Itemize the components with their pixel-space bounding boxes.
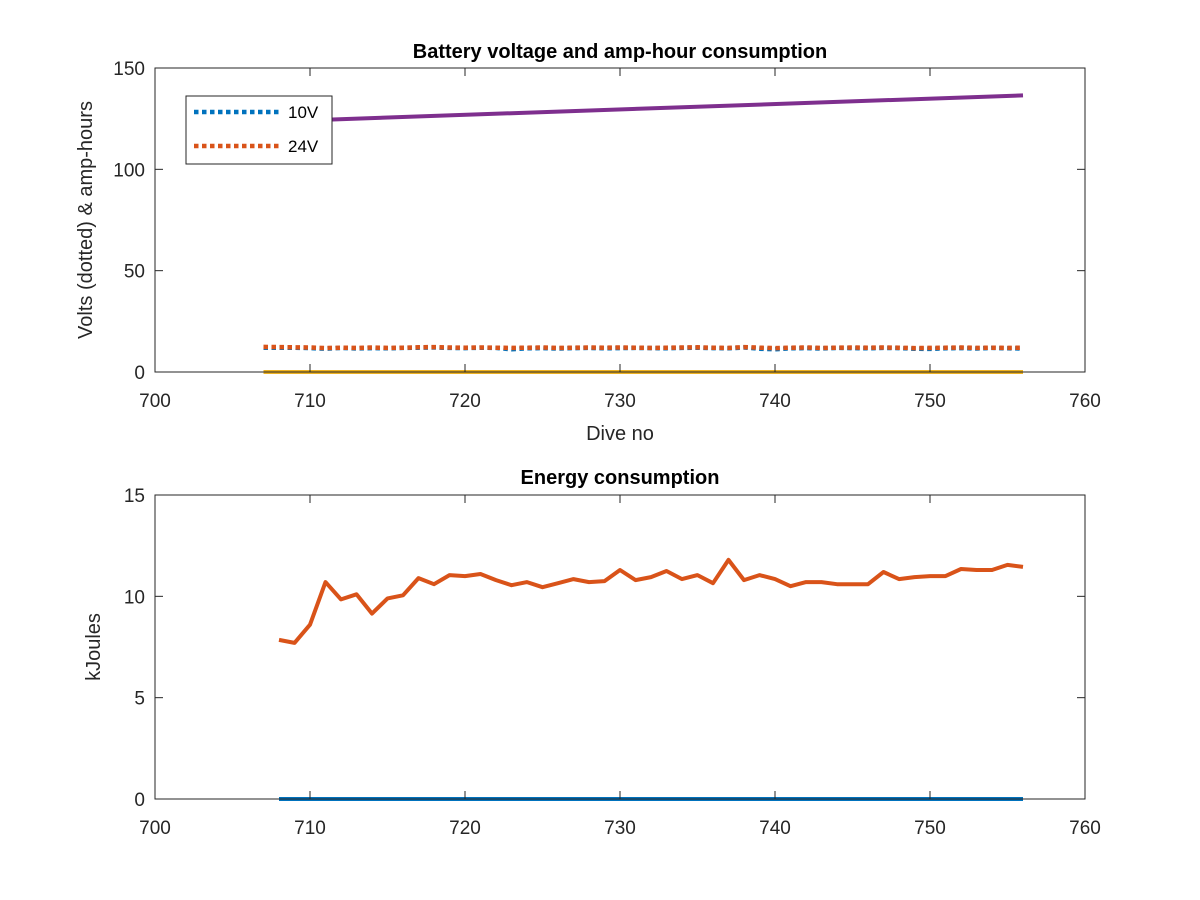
chart-title: Battery voltage and amp-hour consumption [413,41,827,63]
legend: 10V 24V [185,95,333,165]
x-tick-label: 710 [294,391,326,412]
chart-title: Energy consumption [521,467,720,489]
legend-box [185,95,333,165]
series-line-4 [325,93,1024,122]
x-tick-label: 730 [604,818,636,839]
series-line-2 [278,557,1024,645]
legend-label-10v: 10V [288,103,319,122]
x-tick-label: 720 [449,391,481,412]
y-tick-label: 100 [113,160,145,181]
legend-label-24v: 24V [288,137,319,156]
x-tick-label: 760 [1069,391,1101,412]
y-tick-label: 15 [124,486,145,507]
y-tick-label: 150 [113,59,145,80]
energy-consumption-plot: Energy consumption 700 710 720 730 740 750 760… [83,467,1101,839]
x-axis-label: Dive no [586,423,654,445]
plot-area [155,495,1085,799]
series-line-24v [263,344,1024,351]
x-tick-label: 700 [139,391,171,412]
y-tick-label: 50 [124,262,145,283]
x-tick-label: 750 [914,391,946,412]
x-tick-label: 710 [294,818,326,839]
y-axis-label: Volts (dotted) & amp-hours [75,101,97,339]
x-tick-label: 740 [759,391,791,412]
y-tick-label: 5 [134,689,145,710]
x-tick-label: 700 [139,818,171,839]
x-tick-label: 760 [1069,818,1101,839]
x-tick-label: 730 [604,391,636,412]
x-tick-label: 740 [759,818,791,839]
x-tick-label: 720 [449,818,481,839]
y-axis-label: kJoules [83,613,105,681]
x-tick-label: 750 [914,818,946,839]
voltage-amphour-plot: Battery voltage and amp-hour consumption… [75,41,1101,445]
tick-layer: 700 710 720 730 740 750 760 0 50 100 150 [113,59,1101,412]
y-tick-label: 0 [134,790,145,811]
tick-layer: 700 710 720 730 740 750 760 0 5 10 15 [124,486,1101,839]
y-tick-label: 10 [124,587,145,608]
y-tick-label: 0 [134,363,145,384]
